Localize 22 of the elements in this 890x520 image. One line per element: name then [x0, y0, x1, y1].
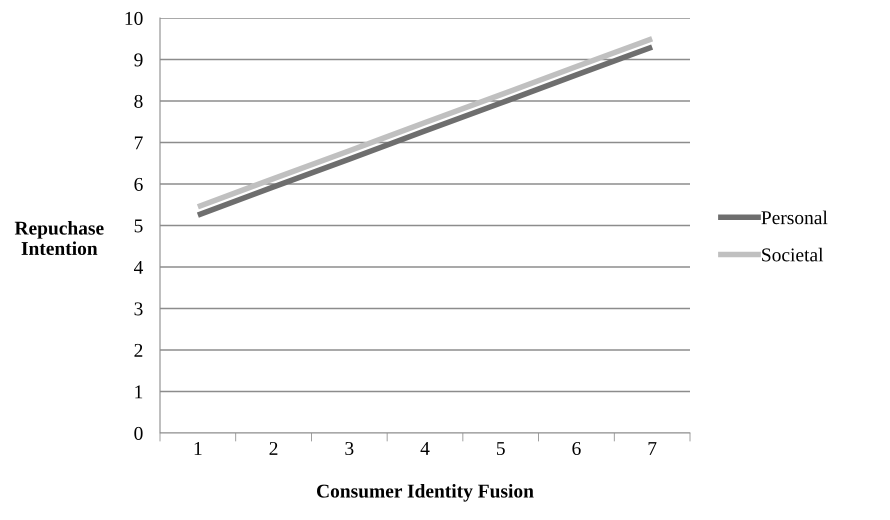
x-tick-label: 6	[572, 442, 581, 456]
y-tick-label: 6	[134, 178, 143, 191]
x-tick-label: 3	[345, 442, 354, 456]
x-tick-label: 4	[420, 442, 430, 455]
legend-label: Personal	[761, 210, 828, 224]
x-tick-label: 2	[270, 442, 278, 455]
y-axis-title: Repuchase Intention	[14, 221, 104, 256]
y-tick-label: 3	[134, 302, 143, 316]
y-tick-label: 5	[134, 220, 143, 232]
x-tick-label: 7	[648, 442, 656, 455]
x-tick-label: 1	[194, 442, 202, 455]
y-tick-label: 4	[134, 260, 144, 274]
y-tick-label: 0	[134, 426, 143, 440]
y-tick-label: 9	[134, 53, 143, 66]
y-tick-label: 1	[135, 385, 142, 398]
y-tick-label: 10	[126, 12, 143, 25]
y-tick-label: 7	[134, 136, 143, 150]
y-tick-label: 8	[134, 94, 143, 108]
y-tick-label: 2	[134, 344, 142, 357]
x-tick-label: 5	[496, 442, 505, 456]
legend-label: Societal	[762, 248, 824, 262]
x-axis-title: Consumer Identity Fusion	[317, 484, 534, 502]
